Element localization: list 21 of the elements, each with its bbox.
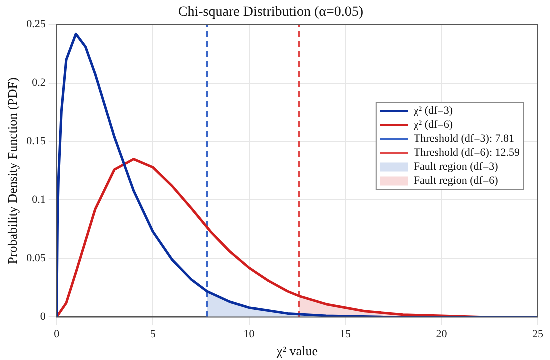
y-tick-label: 0	[40, 311, 46, 324]
y-tick-label: 0.05	[26, 252, 46, 265]
x-axis-title: χ² value	[276, 344, 318, 359]
y-tick-label: 0.25	[26, 18, 46, 31]
x-tick-label: 0	[54, 328, 60, 341]
x-tick-label: 15	[340, 328, 352, 341]
y-axis-title: Probability Density Function (PDF)	[5, 78, 20, 264]
chart-title: Chi-square Distribution (α=0.05)	[178, 5, 364, 20]
legend-label: Fault region (df=3)	[414, 161, 499, 174]
legend-label: Threshold (df=3): 7.81	[414, 133, 515, 146]
x-tick-label: 5	[150, 328, 156, 341]
x-tick-label: 20	[436, 328, 448, 341]
y-tick-label: 0.15	[26, 136, 46, 148]
legend-label: χ² (df=3)	[412, 105, 454, 118]
legend-label: Fault region (df=6)	[414, 175, 499, 188]
legend-label: Threshold (df=6): 12.59	[414, 147, 520, 160]
x-tick-label: 10	[244, 328, 256, 341]
x-tick-label: 25	[532, 328, 544, 341]
legend-label: χ² (df=6)	[412, 119, 454, 132]
y-tick-label: 0.2	[32, 77, 46, 90]
y-tick-label: 0.1	[32, 194, 46, 206]
